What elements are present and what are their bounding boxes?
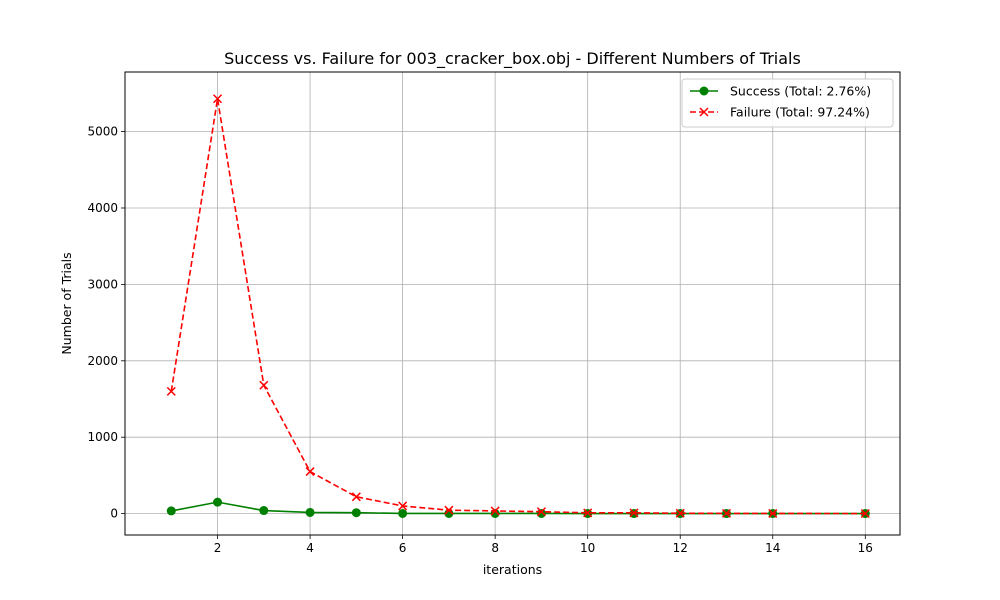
y-tick-label: 2000: [87, 354, 118, 368]
legend: Success (Total: 2.76%) Failure (Total: 97…: [681, 78, 894, 128]
legend-entry: Success (Total: 2.76%): [690, 84, 871, 99]
data-point: [675, 508, 685, 518]
data-point: [398, 508, 408, 518]
legend-label: Failure (Total: 97.24%): [730, 105, 870, 120]
x-tick-label: 2: [214, 541, 222, 555]
legend-box: [681, 78, 894, 128]
data-point: [259, 380, 269, 390]
y-tick-label: 0: [110, 507, 118, 521]
y-tick-label: 4000: [87, 201, 118, 215]
data-point: [536, 507, 546, 517]
data-point: [583, 508, 593, 518]
data-point: [768, 508, 778, 518]
grid-lines: [125, 72, 900, 535]
x-tick-label: 10: [580, 541, 595, 555]
y-tick-label: 1000: [87, 430, 118, 444]
data-point: [166, 506, 176, 516]
series-layer: [166, 94, 870, 519]
x-tick-label: 16: [858, 541, 873, 555]
data-point: [629, 508, 639, 518]
data-point: [860, 509, 870, 519]
data-point: [444, 505, 454, 515]
x-tick-label: 8: [491, 541, 499, 555]
x-tick-label: 4: [306, 541, 314, 555]
legend-entry: Failure (Total: 97.24%): [690, 105, 870, 120]
data-point: [166, 386, 176, 396]
data-point: [259, 506, 269, 516]
x-tick-label: 12: [673, 541, 688, 555]
tick-layer: 2 4 6 8 10 12 14 16 0 1000 2000 3000 4000 5000: [87, 125, 872, 555]
data-point: [490, 506, 500, 516]
data-point: [305, 507, 315, 517]
failure-series: [166, 94, 870, 519]
y-axis-label: Number of Trials: [59, 252, 74, 354]
legend-marker: [699, 86, 709, 96]
chart-title: Success vs. Failure for 003_cracker_box.…: [224, 49, 801, 69]
data-point: [213, 497, 223, 507]
legend-label: Success (Total: 2.76%): [730, 84, 871, 99]
data-point: [721, 508, 732, 518]
x-axis-label: iterations: [483, 562, 542, 577]
x-tick-label: 14: [765, 541, 780, 555]
legend-marker: [699, 107, 709, 117]
data-point: [351, 492, 361, 502]
data-point: [351, 508, 361, 518]
plot-frame: [124, 71, 901, 536]
data-point: [213, 94, 223, 104]
data-point: [305, 467, 315, 477]
y-tick-label: 5000: [87, 125, 118, 139]
x-tick-label: 6: [399, 541, 407, 555]
y-tick-label: 3000: [87, 277, 118, 291]
data-point: [398, 501, 408, 511]
